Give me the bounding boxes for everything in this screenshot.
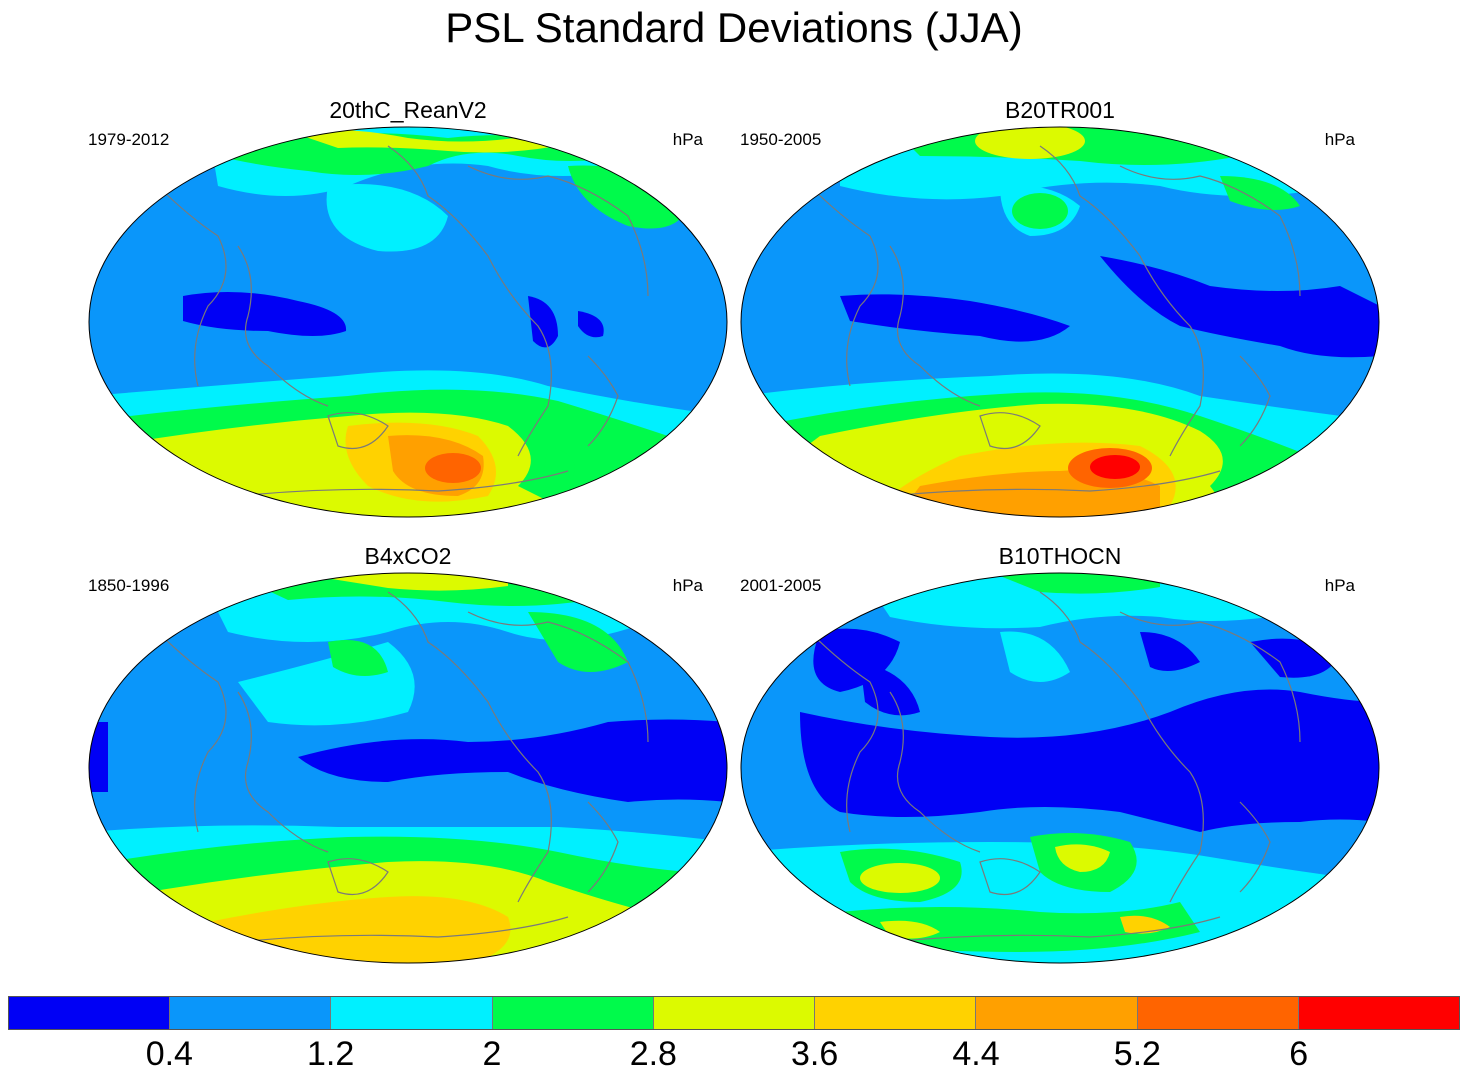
panel-title: B20TR001 [1005,97,1115,123]
panel-units: hPa [1324,576,1355,595]
panel-units: hPa [672,576,703,595]
panel-period: 1850-1996 [88,576,170,595]
colorbar-box [331,997,493,1029]
map-field [88,572,728,964]
colorbar-tick-label: 5.2 [1113,1035,1161,1073]
panel-title: B4xCO2 [364,543,452,569]
map-field [740,126,1380,518]
panel-period: 1950-2005 [740,130,822,149]
map-panel-b4xco2: B4xCO2 1850-1996 hPa [88,543,728,992]
colorbar-tick-label: 0.4 [145,1035,193,1073]
panel-period: 1979-2012 [88,130,170,149]
map-panel-b10thocn: B10THOCN 2001-2005 hPa [740,543,1380,992]
colorbar-box [653,997,816,1029]
panel-title: 20thC_ReanV2 [329,97,487,123]
colorbar-box [1298,997,1459,1029]
figure-title: PSL Standard Deviations (JJA) [445,4,1023,51]
map-field [88,126,728,518]
colorbar-box [976,997,1138,1029]
panel-units: hPa [1324,130,1355,149]
panel-title: B10THOCN [998,543,1122,569]
colorbar-tick-label: 2 [482,1035,502,1073]
colorbar [8,996,1460,1030]
colorbar-tick-label: 3.6 [791,1035,839,1073]
colorbar-box [9,997,171,1029]
map-panel-20thc-reanv2: 20thC_ReanV2 1979-2012 hPa [88,97,728,546]
map-panel-b20tr001: B20TR001 1950-2005 hPa [740,97,1380,546]
colorbar-tick-label: 2.8 [629,1035,677,1073]
map-field [740,572,1380,964]
colorbar-tick-label: 6 [1289,1035,1309,1073]
panel-units: hPa [672,130,703,149]
colorbar-box [170,997,332,1029]
colorbar-box [1137,997,1299,1029]
colorbar-tick-label: 1.2 [307,1035,355,1073]
colorbar-box [492,997,654,1029]
panel-period: 2001-2005 [740,576,822,595]
colorbar-tick-label: 4.4 [952,1035,1000,1073]
colorbar-box [815,997,977,1029]
